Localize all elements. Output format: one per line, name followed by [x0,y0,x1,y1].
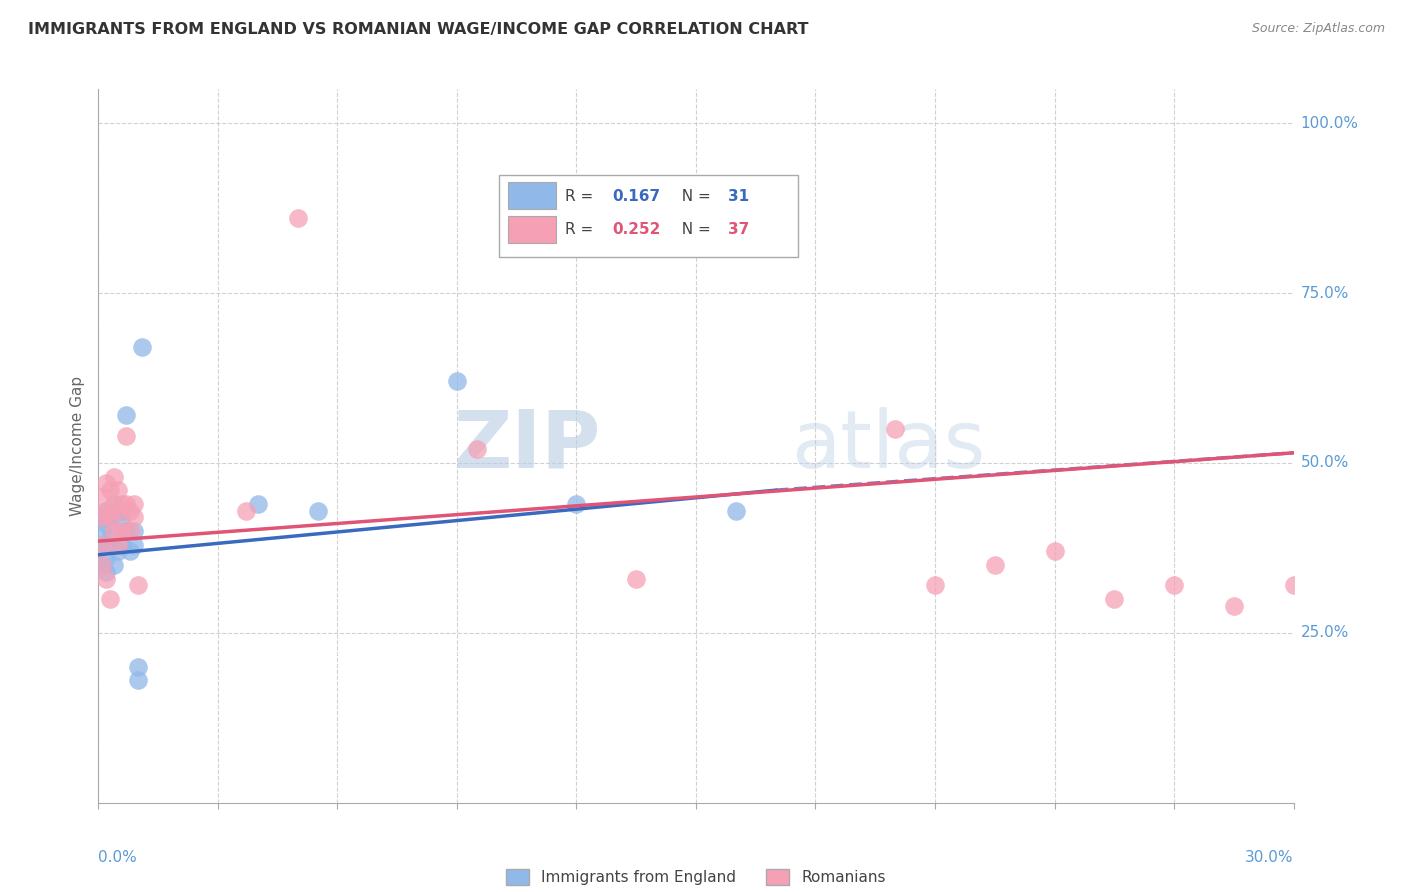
Point [624,572,647,586]
Point [111,497,134,511]
Point [1043,544,1066,558]
Point [465,442,488,457]
Legend: Immigrants from England, Romanians: Immigrants from England, Romanians [499,863,893,891]
Point [287,211,309,226]
Text: 0.252: 0.252 [613,222,661,237]
Point [103,497,125,511]
Point [124,524,146,538]
Point [107,483,129,498]
Point [127,578,149,592]
Text: 50.0%: 50.0% [1301,456,1348,470]
FancyBboxPatch shape [499,175,797,257]
Point [91,558,114,572]
Point [96,537,118,551]
Point [96,476,118,491]
Point [307,503,329,517]
Text: IMMIGRANTS FROM ENGLAND VS ROMANIAN WAGE/INCOME GAP CORRELATION CHART: IMMIGRANTS FROM ENGLAND VS ROMANIAN WAGE… [28,22,808,37]
Text: 0.167: 0.167 [613,189,661,203]
Text: 100.0%: 100.0% [1301,116,1358,131]
Point [924,578,946,592]
Point [103,558,125,572]
Point [724,503,747,517]
Point [107,544,129,558]
Point [235,503,257,517]
Point [115,524,138,538]
Text: N =: N = [672,222,716,237]
FancyBboxPatch shape [509,182,557,209]
Point [107,537,129,551]
Point [127,673,149,688]
Point [103,497,125,511]
Point [983,558,1005,572]
Text: 25.0%: 25.0% [1301,625,1348,640]
Point [98,531,122,545]
Text: R =: R = [565,189,598,203]
Text: 30.0%: 30.0% [1246,850,1294,865]
Point [98,510,122,524]
Point [115,497,138,511]
Point [111,537,134,551]
Point [124,497,146,511]
Text: 37: 37 [728,222,749,237]
Point [96,517,118,532]
Point [96,503,118,517]
Point [91,510,114,524]
Point [124,537,146,551]
Point [1222,599,1246,613]
Point [115,409,138,423]
Point [1163,578,1185,592]
Point [120,524,142,538]
Point [98,591,122,606]
Point [91,490,114,504]
Text: Source: ZipAtlas.com: Source: ZipAtlas.com [1251,22,1385,36]
Text: N =: N = [672,189,716,203]
Point [111,517,134,532]
Y-axis label: Wage/Income Gap: Wage/Income Gap [70,376,86,516]
Text: 75.0%: 75.0% [1301,285,1348,301]
Text: ZIP: ZIP [453,407,600,485]
Point [111,524,134,538]
Text: 31: 31 [728,189,749,203]
Point [96,572,118,586]
FancyBboxPatch shape [509,216,557,243]
Point [96,503,118,517]
Text: atlas: atlas [792,407,986,485]
Point [103,524,125,538]
Point [91,510,114,524]
Point [131,341,153,355]
Point [565,497,588,511]
Point [246,497,269,511]
Point [111,503,134,517]
Point [884,422,907,436]
Point [98,483,122,498]
Point [124,510,146,524]
Point [96,551,118,566]
Point [107,503,129,517]
Point [91,524,114,538]
Point [1102,591,1125,606]
Point [120,544,142,558]
Point [103,469,125,483]
Point [91,558,114,572]
Point [96,565,118,579]
Text: 0.0%: 0.0% [98,850,138,865]
Point [446,375,468,389]
Point [91,537,114,551]
Point [115,429,138,443]
Point [107,503,129,517]
Point [91,537,114,551]
Point [120,503,142,517]
Text: R =: R = [565,222,598,237]
Point [127,660,149,674]
Point [98,510,122,524]
Point [1282,578,1305,592]
